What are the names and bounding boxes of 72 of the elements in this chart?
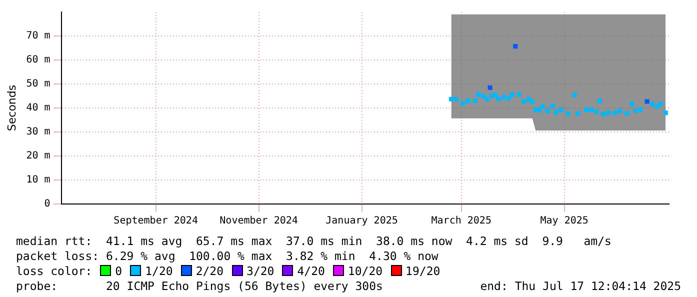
- point: [576, 111, 580, 116]
- y-tick-label: 50 m: [26, 78, 50, 90]
- x-tick-label: January 2025: [326, 216, 398, 227]
- point: [545, 108, 550, 114]
- point: [466, 98, 470, 104]
- point: [650, 102, 654, 106]
- y-tick-label: 20 m: [26, 150, 50, 162]
- point: [481, 94, 486, 98]
- point: [522, 99, 526, 104]
- point: [565, 111, 570, 116]
- text: packet loss: 6.29 % avg 100.00 % max 3.82 % min 4.30 % now: [16, 249, 438, 263]
- point: [558, 107, 564, 112]
- point: [612, 110, 618, 116]
- legend-label: 4/20: [297, 264, 325, 278]
- y-axis-title: Seconds: [5, 84, 18, 132]
- point: [526, 96, 532, 102]
- point: [492, 92, 498, 98]
- point: [638, 107, 643, 112]
- y-tick-label: 40 m: [26, 102, 50, 114]
- text: end: Thu Jul 17 12:04:14 2025: [480, 279, 681, 293]
- point: [540, 104, 545, 109]
- legend-label: 3/20: [246, 264, 274, 278]
- y-tick-label: 60 m: [26, 54, 50, 66]
- point: [448, 96, 454, 102]
- point: [510, 92, 514, 97]
- point: [460, 101, 466, 106]
- legend-label: 2/20: [196, 264, 224, 278]
- point: [658, 102, 663, 106]
- y-tick-label: 70 m: [26, 30, 50, 42]
- text: median rtt: 41.1 ms avg 65.7 ms max 37.0 ms min 38.0 ms now 4.2 ms sd 9.9 am/s: [16, 234, 612, 248]
- point: [476, 92, 481, 97]
- point: [598, 98, 602, 104]
- legend-label: 19/20: [406, 264, 440, 278]
- point: [654, 104, 660, 109]
- text: probe: 20 ICMP Echo Pings (56 Bytes) every 300s: [16, 279, 383, 293]
- legend-label: 10/20: [348, 264, 383, 278]
- x-tick-label: September 2024: [114, 216, 198, 227]
- point: [513, 44, 518, 49]
- point: [530, 99, 535, 104]
- point: [572, 92, 577, 98]
- point: [663, 110, 668, 116]
- x-tick-label: November 2024: [220, 216, 298, 227]
- point: [644, 99, 650, 104]
- point: [496, 96, 501, 102]
- point: [630, 102, 634, 106]
- legend-label: 1/20: [145, 264, 173, 278]
- point: [594, 109, 599, 114]
- point: [506, 96, 511, 101]
- point: [484, 96, 489, 102]
- point: [554, 110, 558, 115]
- point: [624, 111, 630, 116]
- point: [454, 96, 459, 102]
- point: [501, 94, 506, 100]
- legend-label: 0: [115, 264, 122, 278]
- y-tick-label: 30 m: [26, 126, 50, 138]
- y-tick-label: 0: [44, 198, 50, 210]
- point: [606, 110, 610, 116]
- point: [550, 104, 555, 108]
- x-tick-label: May 2025: [540, 216, 588, 227]
- point: [488, 85, 492, 90]
- point: [489, 94, 494, 98]
- point: [516, 92, 522, 97]
- legend-title: loss color:: [16, 264, 92, 278]
- point: [584, 107, 589, 112]
- x-tick-label: March 2025: [431, 216, 492, 227]
- point: [600, 112, 606, 117]
- point: [618, 108, 622, 114]
- point: [589, 107, 594, 112]
- point: [632, 108, 638, 114]
- point: [536, 108, 542, 113]
- y-tick-label: 10 m: [26, 174, 50, 186]
- point: [472, 98, 478, 104]
